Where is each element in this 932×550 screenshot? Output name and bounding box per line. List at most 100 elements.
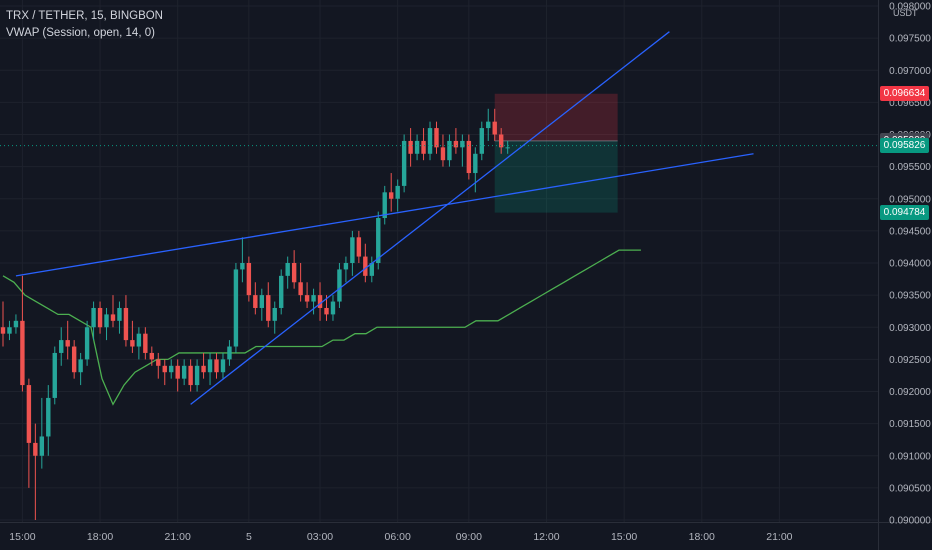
symbol-title[interactable]: TRX / TETHER, 15, BINGBON <box>6 10 163 22</box>
candle <box>376 211 381 270</box>
candle-body <box>214 359 219 373</box>
candle <box>201 352 206 379</box>
candle-body <box>376 218 381 263</box>
candle <box>460 134 465 167</box>
candle <box>39 397 45 469</box>
y-tick-label: 0.092000 <box>889 387 931 398</box>
candle <box>486 108 491 141</box>
candle-body <box>311 295 316 302</box>
candle-body <box>401 140 407 186</box>
candle <box>330 295 336 321</box>
take-profit-zone <box>494 140 618 213</box>
chart-legend: TRX / TETHER, 15, BINGBON VWAP (Session,… <box>6 8 163 42</box>
candle-body <box>33 442 38 456</box>
y-tick-label: 0.096500 <box>889 98 931 109</box>
candle-body <box>207 359 213 373</box>
candle-body <box>304 295 310 302</box>
candle <box>350 230 355 276</box>
candle <box>285 256 290 289</box>
candle-body <box>78 359 83 373</box>
y-tick-label: 0.091500 <box>889 419 931 430</box>
candle-body <box>324 307 329 315</box>
lower-trendline <box>190 31 670 405</box>
candle <box>214 352 219 379</box>
candle <box>91 301 96 341</box>
candle-body <box>0 327 6 334</box>
candle-body <box>356 237 362 257</box>
candle <box>52 346 57 405</box>
candle-body <box>486 121 491 129</box>
candle <box>169 359 174 379</box>
y-tick-label: 0.097000 <box>889 66 931 77</box>
candle <box>421 128 426 161</box>
candle-body <box>181 365 187 379</box>
y-tick-label: 0.098000 <box>889 2 931 13</box>
candle-body <box>498 134 504 148</box>
y-tick-label: 0.090500 <box>889 483 931 494</box>
x-tick-label: 09:00 <box>456 531 482 543</box>
candle-body <box>71 346 77 373</box>
x-tick-label: 12:00 <box>533 531 559 543</box>
price-tag: 0.094784 <box>880 205 929 221</box>
candle-body <box>414 140 420 154</box>
candle-body <box>473 153 478 174</box>
candle-body <box>317 295 323 308</box>
candle <box>84 320 90 366</box>
y-tick-label: 0.091000 <box>889 451 931 462</box>
x-tick-label: 06:00 <box>385 531 411 543</box>
vwap-indicator-label[interactable]: VWAP (Session, open, 14, 0) <box>6 27 155 39</box>
stop-loss-zone <box>494 93 618 141</box>
candle-body <box>26 385 32 443</box>
candle <box>356 230 362 263</box>
candle-body <box>330 301 336 315</box>
candles <box>0 108 510 520</box>
y-tick-label: 0.093000 <box>889 323 931 334</box>
x-axis-labels: 15:00 18:00 21:00 5 03:00 06:00 09:00 12:00 15:0… <box>9 531 792 543</box>
y-tick-label: 0.092500 <box>889 355 931 366</box>
y-tick-label: 0.095500 <box>889 162 931 173</box>
candle-body <box>350 237 355 263</box>
candle <box>369 256 374 283</box>
candle <box>46 385 51 456</box>
candle-body <box>460 140 465 148</box>
candle-body <box>227 346 232 360</box>
candle-body <box>65 340 70 347</box>
candle <box>123 295 129 347</box>
x-tick-label: 21:00 <box>165 531 191 543</box>
candle <box>291 250 297 289</box>
candle <box>188 359 193 392</box>
candle-body <box>162 365 167 373</box>
candle-body <box>156 359 161 366</box>
candle-body <box>427 128 433 154</box>
candle <box>117 301 122 334</box>
candle <box>272 301 277 334</box>
x-tick-label: 03:00 <box>307 531 333 543</box>
candle <box>78 352 83 386</box>
x-tick-label: 15:00 <box>9 531 35 543</box>
candle-body <box>46 397 51 437</box>
candle <box>453 128 459 154</box>
candle <box>227 340 232 366</box>
y-tick-label: 0.097500 <box>889 34 931 45</box>
candle-body <box>285 263 290 276</box>
vwap-line <box>2 249 641 406</box>
candle-body <box>104 314 109 328</box>
currency-label: USDT <box>893 8 918 18</box>
candle-body <box>279 275 284 308</box>
x-tick-label: 18:00 <box>87 531 113 543</box>
candle-body <box>240 263 245 270</box>
candle <box>440 134 446 167</box>
candle-body <box>259 295 264 308</box>
candle <box>97 301 103 334</box>
candle <box>266 282 271 328</box>
candle <box>447 134 452 167</box>
candle <box>136 327 142 360</box>
candle-body <box>343 263 349 270</box>
candle <box>0 301 6 347</box>
candle <box>466 134 472 180</box>
candle-body <box>369 263 374 276</box>
candle-body <box>13 320 19 328</box>
candle <box>395 179 400 212</box>
